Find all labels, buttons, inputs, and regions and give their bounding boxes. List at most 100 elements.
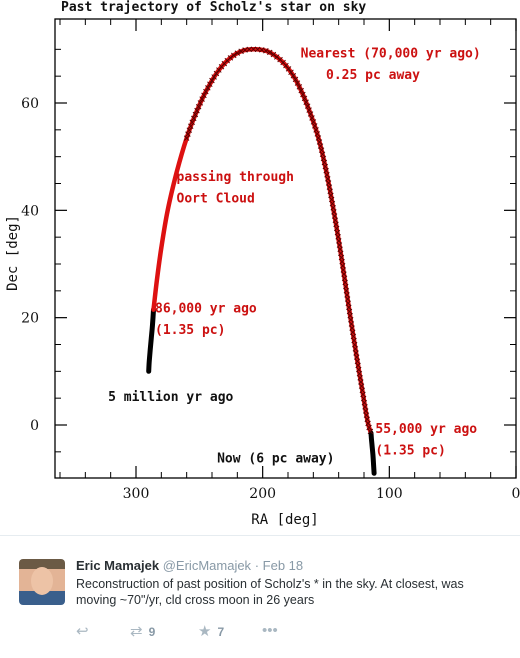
retweet-count: 9 bbox=[148, 625, 156, 639]
trajectory-cross-marker bbox=[364, 416, 370, 423]
retweet-button[interactable]: ⇄ 9 bbox=[130, 622, 155, 640]
trajectory-cross-marker bbox=[288, 69, 294, 76]
trajectory-cross-marker bbox=[314, 131, 321, 137]
trajectory-cross-marker bbox=[312, 123, 318, 129]
trajectory-cross-marker bbox=[300, 91, 306, 98]
trajectory-cross-marker bbox=[209, 77, 215, 84]
favorite-button[interactable]: ★ 7 bbox=[198, 622, 224, 640]
annotation-1: 0.25 pc away bbox=[326, 68, 420, 83]
y-axis-label: Dec [deg] bbox=[5, 215, 21, 291]
trajectory-cross-marker bbox=[327, 188, 333, 195]
trajectory-cross-marker bbox=[351, 337, 357, 344]
trajectory-cross-marker bbox=[363, 412, 370, 418]
trajectory-cross-marker bbox=[352, 346, 359, 352]
trajectory-cross-marker bbox=[307, 111, 314, 117]
trajectory-cross-marker bbox=[199, 96, 205, 102]
trajectory-cross-marker bbox=[263, 48, 269, 54]
more-icon: ••• bbox=[262, 622, 278, 639]
x-tick-label-3: 0 bbox=[512, 486, 520, 502]
trajectory-cross-marker bbox=[360, 391, 366, 398]
trajectory-tracks bbox=[146, 46, 377, 476]
trajectory-cross-marker bbox=[315, 135, 322, 141]
trajectory-cross-marker bbox=[294, 80, 301, 86]
trajectory-cross-marker bbox=[304, 103, 311, 109]
trajectory-cross-marker bbox=[285, 66, 292, 72]
trajectory-cross-marker bbox=[333, 225, 340, 232]
trajectory-cross-marker bbox=[336, 238, 342, 244]
y-axis: 0 20 40 60 bbox=[21, 48, 516, 453]
trajectory-cross-marker bbox=[353, 350, 359, 356]
trajectory-cross-marker bbox=[185, 131, 191, 137]
trajectory-cross-marker bbox=[367, 428, 374, 435]
trajectory-cross-marker bbox=[365, 420, 371, 427]
author-name[interactable]: Eric Mamajek bbox=[76, 558, 160, 573]
annotation-9: Now (6 pc away) bbox=[217, 452, 334, 467]
x-axis-label: RA [deg] bbox=[251, 512, 318, 528]
trajectory-cross-marker bbox=[270, 51, 277, 58]
trajectory-cross-marker bbox=[290, 73, 297, 79]
trajectory-cross-marker bbox=[227, 55, 234, 61]
trajectory-cross-marker bbox=[332, 217, 339, 223]
trajectory-cross-marker bbox=[323, 167, 329, 174]
x-tick-label-2: 100 bbox=[376, 486, 403, 502]
trajectory-cross-marker bbox=[303, 99, 309, 105]
more-button[interactable]: ••• bbox=[262, 622, 278, 639]
tweet-date[interactable]: Feb 18 bbox=[262, 558, 304, 573]
tweet-text: Reconstruction of past position of Schol… bbox=[76, 577, 464, 607]
tweet-card: Eric Mamajek @EricMamajek · Feb 18 Recon… bbox=[0, 535, 520, 658]
trajectory-cross-marker bbox=[350, 333, 357, 340]
chart-title: Past trajectory of Scholz's star on sky bbox=[61, 0, 366, 15]
trajectory-cross-marker bbox=[205, 85, 211, 91]
reply-button[interactable]: ↩ bbox=[76, 622, 89, 640]
annotation-4: 86,000 yr ago bbox=[155, 301, 257, 316]
trajectory-cross-marker bbox=[349, 325, 355, 331]
trajectory-cross-marker bbox=[316, 139, 323, 145]
trajectory-cross-marker bbox=[194, 107, 200, 114]
trajectory-cross-marker bbox=[183, 135, 190, 141]
trajectory-cross-marker bbox=[335, 234, 341, 240]
trajectory-cross-marker bbox=[191, 115, 197, 122]
trajectory-cross-marker bbox=[351, 341, 358, 348]
trajectory-cross-marker bbox=[207, 81, 213, 87]
trajectory-cross-marker bbox=[331, 213, 338, 219]
y-tick-label-3: 60 bbox=[21, 96, 39, 112]
trajectory-cross-marker bbox=[298, 87, 304, 94]
annotation-0: Nearest (70,000 yr ago) bbox=[301, 46, 481, 61]
trajectory-cross-marker bbox=[296, 84, 303, 90]
trajectory-cross-marker bbox=[356, 366, 362, 373]
author-handle[interactable]: @EricMamajek bbox=[162, 558, 252, 573]
trajectory-cross-marker bbox=[328, 196, 335, 203]
trajectory-cross-marker bbox=[310, 119, 317, 125]
y-tick-label-0: 0 bbox=[30, 418, 39, 434]
chart-annotations: Nearest (70,000 yr ago) 0.25 pc away passi… bbox=[108, 46, 481, 466]
trajectory-chart: Past trajectory of Scholz's star on sky … bbox=[5, 0, 520, 528]
trajectory-cross-marker bbox=[337, 246, 343, 252]
trajectory-cross-marker bbox=[321, 159, 328, 166]
trajectory-cross-marker bbox=[361, 399, 368, 406]
favorite-count: 7 bbox=[217, 625, 225, 639]
trajectory-cross-marker bbox=[328, 192, 334, 199]
trajectory-cross-marker bbox=[195, 104, 202, 110]
trajectory-cross-marker bbox=[324, 172, 330, 178]
trajectory-cross-marker bbox=[313, 127, 319, 133]
trajectory-cross-marker bbox=[325, 180, 332, 186]
trajectory-cross-marker bbox=[325, 176, 331, 182]
y-tick-label-1: 20 bbox=[21, 311, 39, 327]
trajectory-cross-marker bbox=[317, 143, 324, 149]
x-tick-label-0: 300 bbox=[123, 486, 150, 502]
trajectory-cross-marker bbox=[234, 50, 241, 56]
trajectory-cross-marker bbox=[309, 115, 315, 121]
trajectory-cross-marker bbox=[355, 362, 361, 369]
annotation-3: Oort Cloud bbox=[177, 191, 255, 206]
trajectory-cross-marker bbox=[349, 329, 356, 336]
trajectory-cross-marker bbox=[362, 404, 368, 410]
trajectory-cross-marker bbox=[242, 47, 248, 53]
trajectory-cross-marker bbox=[366, 424, 372, 431]
trajectory-cross-marker bbox=[203, 88, 209, 95]
avatar[interactable] bbox=[19, 559, 65, 605]
annotation-6: 5 million yr ago bbox=[108, 390, 233, 405]
x-tick-label-1: 200 bbox=[249, 486, 276, 502]
trajectory-cross-marker bbox=[246, 46, 252, 53]
trajectory-cross-marker bbox=[187, 123, 194, 129]
trajectory-cross-marker bbox=[230, 52, 237, 59]
